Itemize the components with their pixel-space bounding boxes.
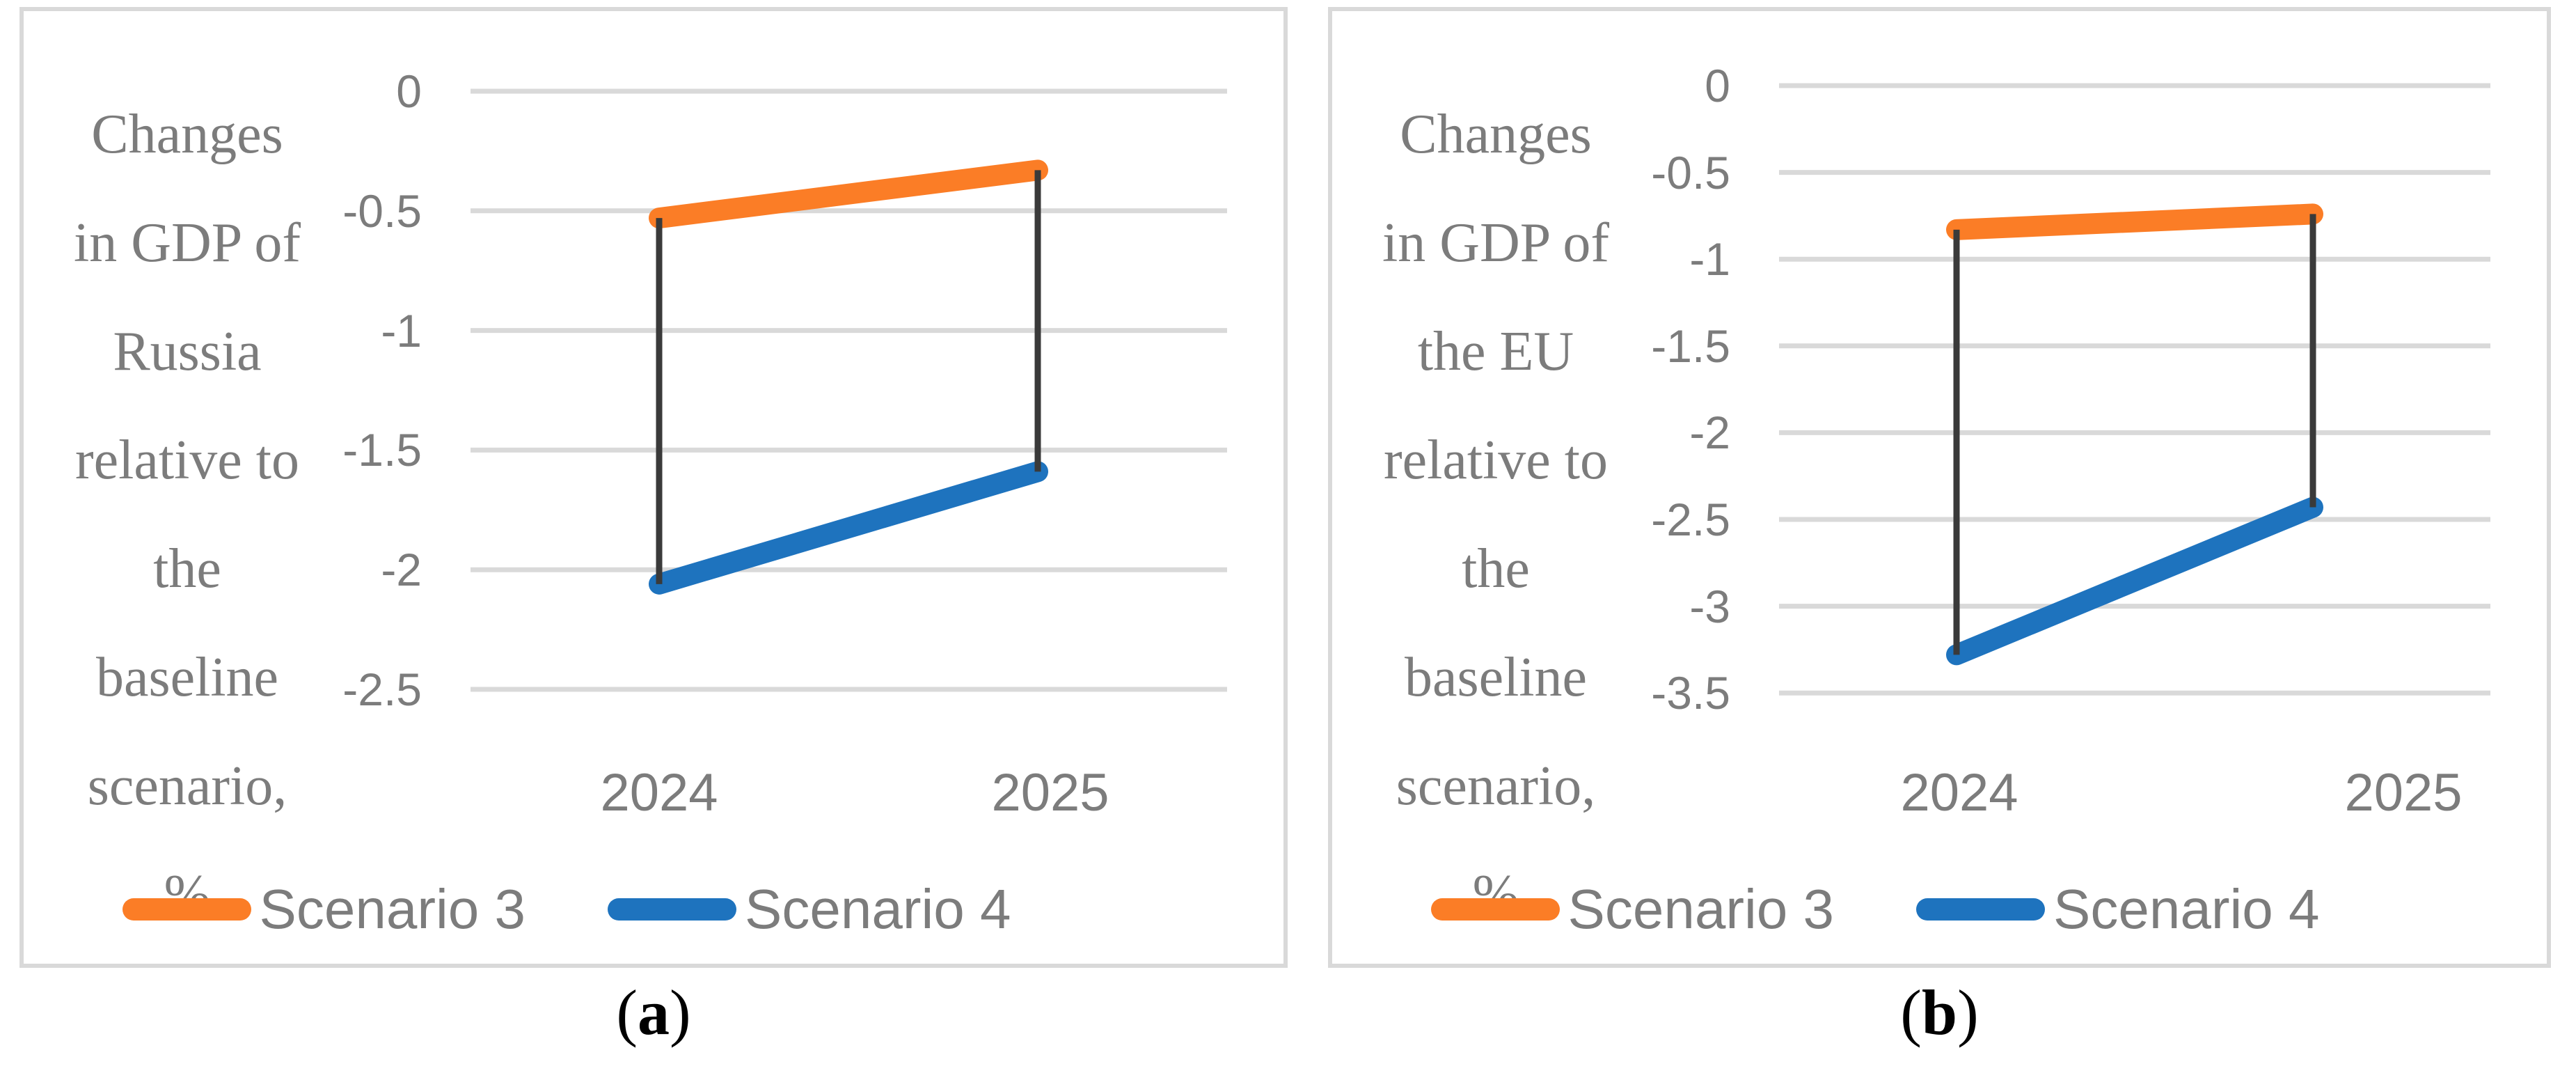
series-line-scenario-3 xyxy=(649,159,1048,229)
y-axis-tick-label: -1 xyxy=(1689,233,1730,285)
scenario-3-line-marker xyxy=(122,898,251,921)
y-axis-tick-label: -2 xyxy=(1689,407,1730,459)
x-axis-label-2024: 2024 xyxy=(1900,763,2018,822)
caption-paren: ) xyxy=(1957,977,1979,1048)
y-axis-tick-label: -2 xyxy=(381,544,422,596)
caption-letter: a xyxy=(638,977,670,1048)
caption-paren: ( xyxy=(1900,977,1922,1048)
legend-a: Scenario 3 Scenario 4 xyxy=(24,878,1109,941)
x-axis-label-2024: 2024 xyxy=(600,763,718,822)
scenario-4-line-marker xyxy=(1916,898,2045,921)
plot-area-b xyxy=(1779,83,2490,696)
series-line-scenario-3 xyxy=(1946,203,2323,240)
y-axis-tick-label: 0 xyxy=(1705,60,1730,111)
legend-label-scenario-3: Scenario 3 xyxy=(1567,878,1834,940)
y-axis-tick-label: -3.5 xyxy=(1651,667,1730,719)
legend-item-scenario-4: Scenario 4 xyxy=(1916,882,2319,937)
plot-area-a xyxy=(471,88,1227,692)
y-axis-tick-label: -1.5 xyxy=(342,424,422,476)
y-axis-tick-label: -1.5 xyxy=(1651,320,1730,372)
legend-item-scenario-3: Scenario 3 xyxy=(1430,878,1834,940)
y-axis-tick-label: -3 xyxy=(1689,580,1730,632)
caption-paren: ) xyxy=(670,977,691,1048)
y-axis-tick-label: -2.5 xyxy=(342,664,422,715)
y-axis-tick-label: 0 xyxy=(396,65,422,117)
legend-item-scenario-3: Scenario 3 xyxy=(122,878,526,940)
y-axis-tick-label: -2.5 xyxy=(1651,494,1730,545)
caption-letter: b xyxy=(1921,977,1958,1048)
x-axis-label-2025: 2025 xyxy=(2344,763,2463,822)
x-axis-label-2025: 2025 xyxy=(991,763,1109,822)
y-axis-tick-label: -0.5 xyxy=(342,185,422,237)
scenario-3-line-marker xyxy=(1430,898,1560,921)
figure-caption-b: (b) xyxy=(1328,976,2551,1050)
caption-paren: ( xyxy=(616,977,638,1048)
chart-panel-a: Changes in GDP of Russia relative to the… xyxy=(19,7,1288,968)
figure-caption-a: (a) xyxy=(19,976,1288,1050)
y-axis-tick-label: -1 xyxy=(381,304,422,357)
legend-label-scenario-4: Scenario 4 xyxy=(745,878,1011,940)
series-line-scenario-4 xyxy=(1946,496,2323,666)
y-axis-tick-label: -0.5 xyxy=(1651,146,1730,198)
legend-item-scenario-4: Scenario 4 xyxy=(608,882,1011,937)
chart-panel-b: Changes in GDP of the EU relative to the… xyxy=(1328,7,2551,968)
y-axis-title-b: Changes in GDP of the EU relative to the… xyxy=(1382,104,1609,925)
scenario-4-line-marker xyxy=(608,898,736,921)
series-line-scenario-4 xyxy=(649,461,1048,595)
legend-label-scenario-4: Scenario 4 xyxy=(2053,878,2320,940)
legend-b: Scenario 3 Scenario 4 xyxy=(1332,878,2418,941)
y-axis-title-a: Changes in GDP of Russia relative to the… xyxy=(74,104,301,925)
legend-label-scenario-3: Scenario 3 xyxy=(259,878,526,940)
